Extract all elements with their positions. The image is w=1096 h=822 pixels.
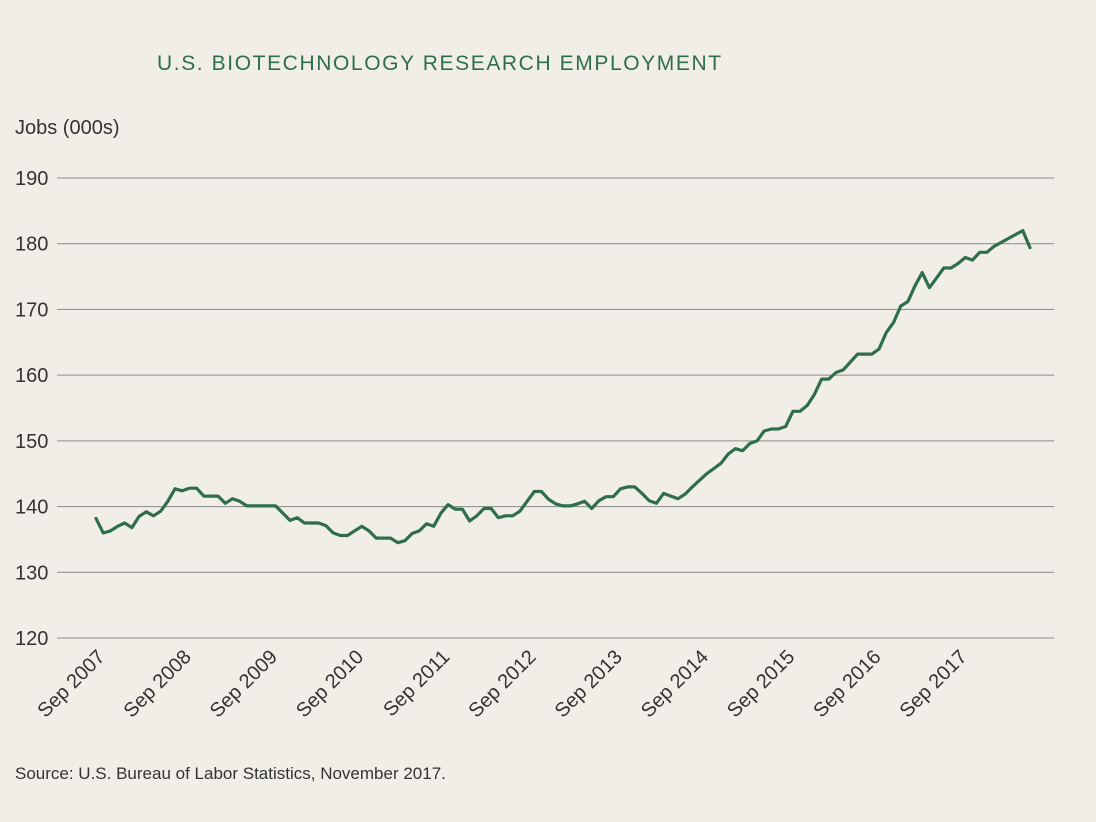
x-tick-label: Sep 2011 <box>379 646 454 721</box>
x-tick-label: Sep 2014 <box>637 646 713 722</box>
x-tick-label: Sep 2012 <box>464 646 540 722</box>
y-tick-label: 160 <box>15 365 48 387</box>
x-tick-labels: Sep 2007 Sep 2008 Sep 2009 Sep 2010 Sep 2011… <box>33 646 971 722</box>
y-tick-label: 130 <box>15 562 48 584</box>
series-line <box>94 229 1032 545</box>
y-tick-labels: 120 130 140 150 160 170 180 190 <box>15 168 48 650</box>
x-tick-label: Sep 2017 <box>896 646 972 722</box>
x-tick-label: Sep 2008 <box>120 646 196 722</box>
y-tick-label: 190 <box>15 168 48 190</box>
source-note: Source: U.S. Bureau of Labor Statistics,… <box>15 764 446 783</box>
y-tick-label: 150 <box>15 431 48 453</box>
y-tick-label: 170 <box>15 299 48 321</box>
gridlines <box>57 177 1054 639</box>
x-tick-label: Sep 2013 <box>551 646 627 722</box>
x-tick-label: Sep 2016 <box>809 646 885 722</box>
chart-title: U.S. BIOTECHNOLOGY RESEARCH EMPLOYMENT <box>157 52 723 75</box>
x-tick-label: Sep 2007 <box>33 646 109 722</box>
series-line-group <box>94 229 1032 545</box>
x-tick-label: Sep 2015 <box>723 646 799 722</box>
x-tick-label: Sep 2009 <box>206 646 282 722</box>
y-axis-label: Jobs (000s) <box>15 117 120 139</box>
y-tick-label: 180 <box>15 234 48 256</box>
y-tick-label: 140 <box>15 497 48 519</box>
y-tick-label: 120 <box>15 628 48 650</box>
x-tick-label: Sep 2010 <box>292 646 368 722</box>
